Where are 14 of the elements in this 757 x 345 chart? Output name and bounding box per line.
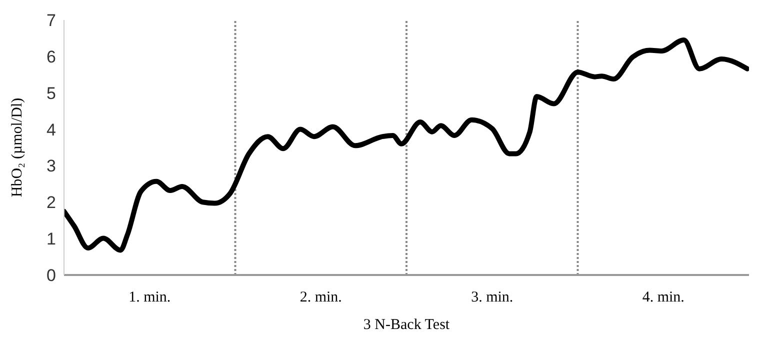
y-axis-title: HbO₂ (µmol/Dl) [9,98,26,198]
y-tick-label: 4 [46,120,56,140]
x-tick-label: 1. min. [128,290,171,306]
x-tick-label: 3. min. [471,290,514,306]
y-tick-label: 3 [46,156,56,176]
y-tick-label: 5 [46,84,56,103]
y-tick-label: 6 [46,47,56,66]
y-tick-label: 1 [46,230,56,249]
y-tick-label: 7 [46,11,56,30]
y-tick-label: 0 [46,266,56,286]
y-tick-label: 2 [46,193,56,212]
x-tick-label: 4. min. [642,290,684,306]
x-tick-label: 2. min. [300,290,342,306]
x-axis-title: 3 N-Back Test [363,317,450,333]
